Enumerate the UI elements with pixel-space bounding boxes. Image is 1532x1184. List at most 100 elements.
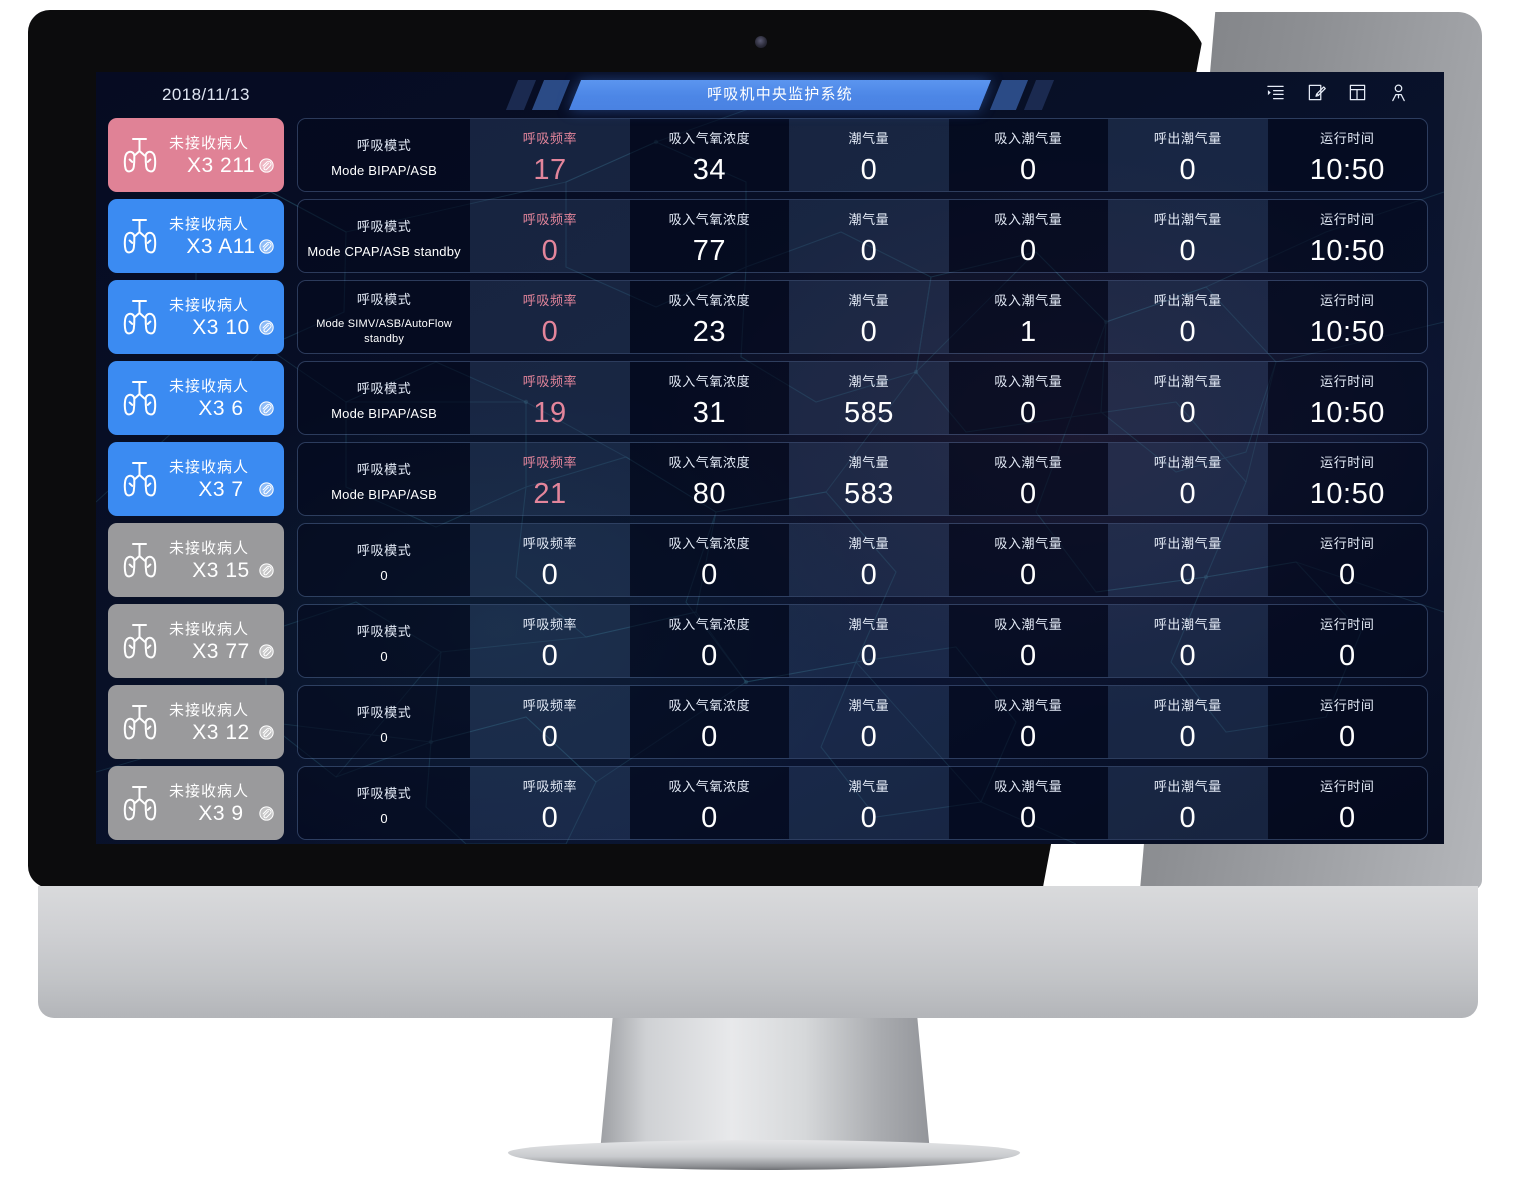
metric-cell-tidal[interactable]: 潮气量 585: [789, 362, 949, 434]
metric-cell-rate[interactable]: 呼吸频率 0: [470, 281, 630, 353]
metric-cell-rate[interactable]: 呼吸频率 19: [470, 362, 630, 434]
metric-cell-mode[interactable]: 呼吸模式 Mode BIPAP/ASB: [298, 119, 471, 191]
metric-cell-runtime[interactable]: 运行时间 0: [1267, 524, 1427, 596]
webcam-lens: [755, 36, 767, 48]
edit-note-icon[interactable]: [1307, 83, 1326, 102]
metric-cell-tidal_in[interactable]: 吸入潮气量 0: [948, 767, 1109, 839]
metric-cell-rate[interactable]: 呼吸频率 0: [470, 524, 630, 596]
attachment-badge-icon[interactable]: [259, 725, 274, 740]
patient-card[interactable]: 未接收病人 X3 A11: [108, 199, 284, 273]
metric-cell-tidal_out[interactable]: 呼出潮气量 0: [1108, 767, 1268, 839]
metric-cell-tidal_in[interactable]: 吸入潮气量 0: [948, 119, 1109, 191]
metric-cell-rate[interactable]: 呼吸频率 0: [470, 200, 630, 272]
metric-cell-tidal[interactable]: 潮气量 0: [789, 524, 949, 596]
patient-status-label: 未接收病人: [169, 539, 250, 557]
metric-cell-tidal_in[interactable]: 吸入潮气量 0: [948, 524, 1109, 596]
lungs-icon: [117, 375, 163, 421]
metric-cell-tidal_in[interactable]: 吸入潮气量 0: [948, 443, 1109, 515]
metric-value: Mode SIMV/ASB/AutoFlow standby: [316, 318, 453, 345]
metric-cell-tidal[interactable]: 潮气量 0: [789, 605, 949, 677]
metric-cell-fio2[interactable]: 吸入气氧浓度 34: [629, 119, 790, 191]
metric-cell-rate[interactable]: 呼吸频率 21: [470, 443, 630, 515]
attachment-badge-icon[interactable]: [259, 806, 274, 821]
metric-cell-fio2[interactable]: 吸入气氧浓度 77: [629, 200, 790, 272]
patient-card[interactable]: 未接收病人 X3 211: [108, 118, 284, 192]
metric-cell-rate[interactable]: 呼吸频率 0: [470, 605, 630, 677]
metric-cell-tidal_in[interactable]: 吸入潮气量 0: [948, 362, 1109, 434]
attachment-badge-icon[interactable]: [259, 563, 274, 578]
metric-cell-tidal[interactable]: 潮气量 0: [789, 200, 949, 272]
metric-cell-tidal_out[interactable]: 呼出潮气量 0: [1108, 119, 1268, 191]
metric-cell-tidal_out[interactable]: 呼出潮气量 0: [1108, 686, 1268, 758]
user-account-icon[interactable]: [1389, 83, 1408, 102]
metric-cell-mode[interactable]: 呼吸模式 Mode BIPAP/ASB: [298, 443, 471, 515]
metric-cell-rate[interactable]: 呼吸频率 17: [470, 119, 630, 191]
metric-cell-tidal[interactable]: 潮气量 0: [789, 119, 949, 191]
metric-cell-tidal_out[interactable]: 呼出潮气量 0: [1108, 605, 1268, 677]
metric-label: 吸入气氧浓度: [668, 373, 751, 389]
metric-cell-tidal_out[interactable]: 呼出潮气量 0: [1108, 524, 1268, 596]
patient-status-label: 未接收病人: [169, 134, 250, 152]
list-indent-icon[interactable]: [1266, 83, 1285, 102]
patient-card[interactable]: 未接收病人 X3 77: [108, 604, 284, 678]
metric-label: 呼吸频率: [522, 454, 578, 470]
metric-cell-tidal[interactable]: 潮气量 0: [789, 767, 949, 839]
metric-cell-runtime[interactable]: 运行时间 10:50: [1267, 443, 1427, 515]
attachment-badge-icon[interactable]: [259, 320, 274, 335]
patient-card[interactable]: 未接收病人 X3 15: [108, 523, 284, 597]
metric-value: 0: [1020, 720, 1037, 753]
metric-cell-mode[interactable]: 呼吸模式 0: [298, 524, 471, 596]
metric-cell-tidal[interactable]: 潮气量 0: [789, 686, 949, 758]
metric-label: 吸入气氧浓度: [668, 616, 751, 632]
metric-cell-runtime[interactable]: 运行时间 0: [1267, 605, 1427, 677]
metric-cell-runtime[interactable]: 运行时间 10:50: [1267, 362, 1427, 434]
metric-cell-rate[interactable]: 呼吸频率 0: [470, 686, 630, 758]
metric-cell-fio2[interactable]: 吸入气氧浓度 31: [629, 362, 790, 434]
metric-cell-runtime[interactable]: 运行时间 10:50: [1267, 281, 1427, 353]
metric-cell-runtime[interactable]: 运行时间 10:50: [1267, 119, 1427, 191]
metric-cell-mode[interactable]: 呼吸模式 Mode CPAP/ASB standby: [298, 200, 471, 272]
metric-cell-runtime[interactable]: 运行时间 0: [1267, 686, 1427, 758]
metric-cell-fio2[interactable]: 吸入气氧浓度 0: [629, 767, 790, 839]
metric-cell-tidal_in[interactable]: 吸入潮气量 0: [948, 686, 1109, 758]
lungs-icon: [117, 132, 163, 178]
metric-label: 呼出潮气量: [1153, 211, 1222, 227]
metric-cell-fio2[interactable]: 吸入气氧浓度 0: [629, 524, 790, 596]
metric-cell-fio2[interactable]: 吸入气氧浓度 0: [629, 605, 790, 677]
metric-cell-mode[interactable]: 呼吸模式 Mode BIPAP/ASB: [298, 362, 471, 434]
attachment-badge-icon[interactable]: [259, 644, 274, 659]
metric-cell-tidal_in[interactable]: 吸入潮气量 0: [948, 605, 1109, 677]
patient-card[interactable]: 未接收病人 X3 7: [108, 442, 284, 516]
metric-cell-fio2[interactable]: 吸入气氧浓度 80: [629, 443, 790, 515]
lungs-icon: [117, 537, 163, 583]
metric-cell-tidal[interactable]: 潮气量 0: [789, 281, 949, 353]
metric-cell-tidal_out[interactable]: 呼出潮气量 0: [1108, 443, 1268, 515]
patient-card[interactable]: 未接收病人 X3 10: [108, 280, 284, 354]
lungs-icon: [117, 294, 163, 340]
metric-cell-runtime[interactable]: 运行时间 10:50: [1267, 200, 1427, 272]
metric-cell-tidal_in[interactable]: 吸入潮气量 1: [948, 281, 1109, 353]
attachment-badge-icon[interactable]: [259, 239, 274, 254]
metric-cell-fio2[interactable]: 吸入气氧浓度 23: [629, 281, 790, 353]
patient-card[interactable]: 未接收病人 X3 12: [108, 685, 284, 759]
metric-cell-mode[interactable]: 呼吸模式 0: [298, 605, 471, 677]
metric-cell-runtime[interactable]: 运行时间 0: [1267, 767, 1427, 839]
metric-cell-tidal_out[interactable]: 呼出潮气量 0: [1108, 281, 1268, 353]
attachment-badge-icon[interactable]: [259, 482, 274, 497]
metric-cell-tidal_out[interactable]: 呼出潮气量 0: [1108, 362, 1268, 434]
attachment-badge-icon[interactable]: [259, 158, 274, 173]
bed-id-label: X3 12: [192, 720, 250, 744]
patient-card[interactable]: 未接收病人 X3 6: [108, 361, 284, 435]
metric-cell-rate[interactable]: 呼吸频率 0: [470, 767, 630, 839]
attachment-badge-icon[interactable]: [259, 401, 274, 416]
metric-cell-mode[interactable]: 呼吸模式 0: [298, 686, 471, 758]
layout-panel-icon[interactable]: [1348, 83, 1367, 102]
metric-cell-tidal[interactable]: 潮气量 583: [789, 443, 949, 515]
banner-slab-left-outer: [505, 80, 537, 110]
metric-cell-mode[interactable]: 呼吸模式 Mode SIMV/ASB/AutoFlow standby: [298, 281, 471, 353]
metric-cell-fio2[interactable]: 吸入气氧浓度 0: [629, 686, 790, 758]
metric-cell-mode[interactable]: 呼吸模式 0: [298, 767, 471, 839]
metric-cell-tidal_out[interactable]: 呼出潮气量 0: [1108, 200, 1268, 272]
metric-cell-tidal_in[interactable]: 吸入潮气量 0: [948, 200, 1109, 272]
patient-card[interactable]: 未接收病人 X3 9: [108, 766, 284, 840]
